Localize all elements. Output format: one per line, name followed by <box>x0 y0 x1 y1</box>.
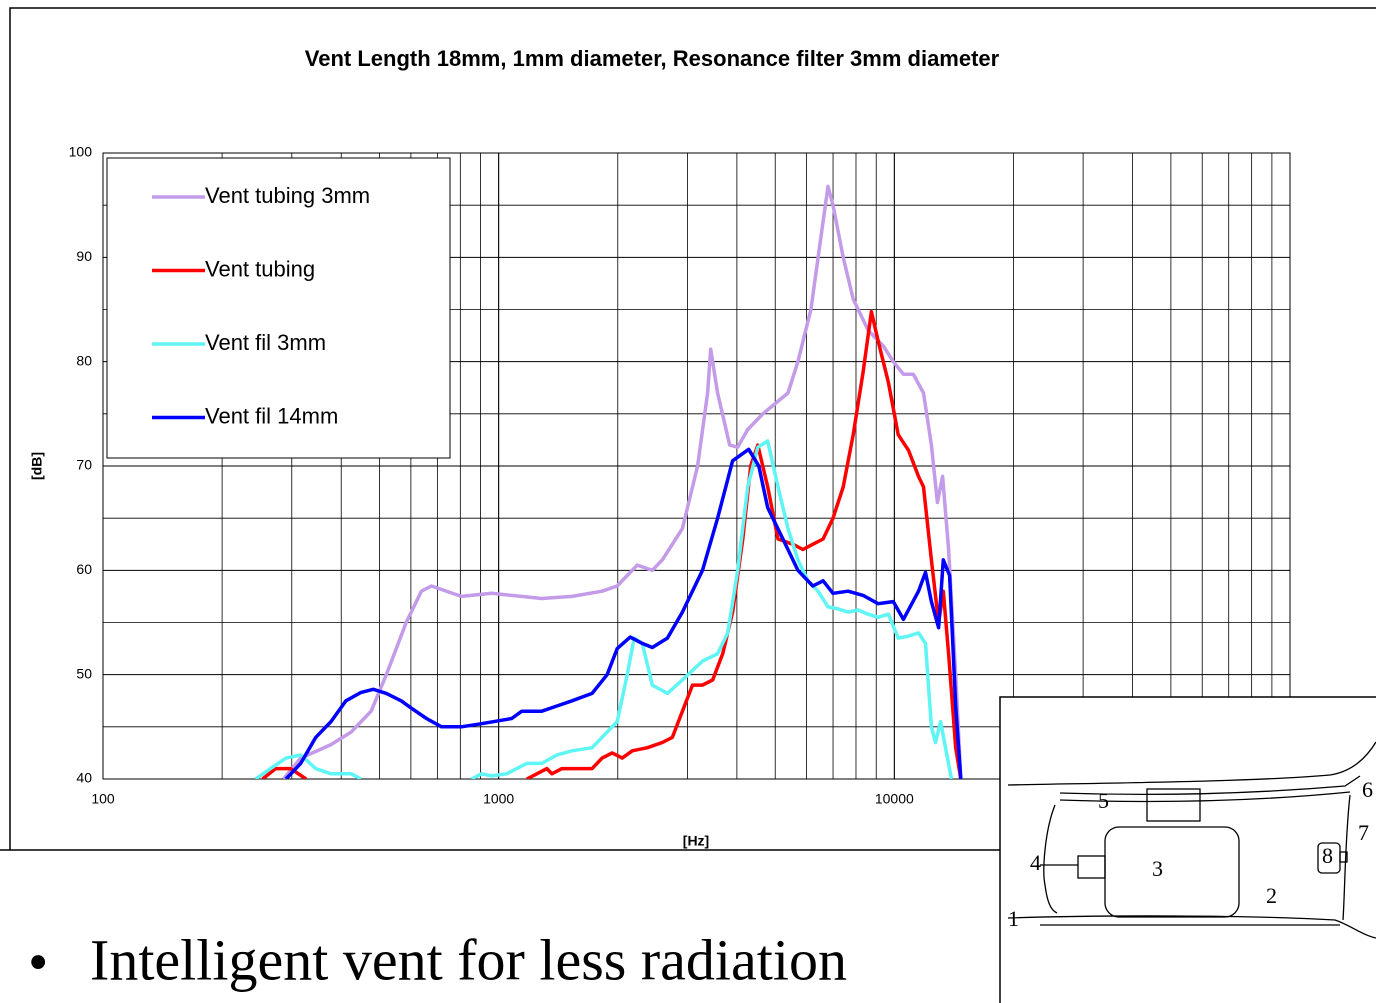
diagram-drawing <box>1007 741 1376 939</box>
bullet-marker: • <box>28 929 48 994</box>
plot-frame <box>102 152 1291 780</box>
diagram-label: 1 <box>1008 906 1019 931</box>
legend-label: Vent tubing 3mm <box>205 183 370 208</box>
diagram-frame <box>999 696 1376 1003</box>
diagram: 1 2 3 4 5 6 7 8 <box>999 696 1376 1003</box>
diagram-label: 7 <box>1358 820 1369 845</box>
legend-box <box>106 157 451 459</box>
legend: Vent tubing 3mm Vent tubing Vent fil 3mm Ve… <box>106 157 451 459</box>
y-tick-label: 90 <box>76 248 92 264</box>
y-tick-label: 70 <box>76 457 92 473</box>
diagram-label: 5 <box>1098 788 1109 813</box>
series-line <box>254 439 954 779</box>
diagram-label: 3 <box>1152 856 1163 881</box>
x-axis-label: [Hz] <box>683 833 709 849</box>
diagram-label: 6 <box>1362 777 1373 802</box>
y-tick-label: 100 <box>69 144 93 160</box>
y-axis-label: [dB] <box>29 452 45 480</box>
y-tick-label: 40 <box>76 770 92 786</box>
diagram-label: 2 <box>1266 883 1277 908</box>
y-tick-label: 80 <box>76 352 92 368</box>
chart-frame <box>0 7 1376 851</box>
series-line <box>284 447 963 779</box>
legend-label: Vent fil 14mm <box>205 403 338 428</box>
x-tick-label: 1000 <box>483 791 514 807</box>
diagram-label: 4 <box>1030 850 1041 875</box>
chart-title: Vent Length 18mm, 1mm diameter, Resonanc… <box>305 46 1000 71</box>
x-tick-label: 10000 <box>875 791 914 807</box>
series-line <box>282 184 963 779</box>
y-tick-label: 60 <box>76 561 92 577</box>
series-line <box>261 309 963 779</box>
diagram-label: 8 <box>1322 843 1333 868</box>
legend-label: Vent fil 3mm <box>205 330 326 355</box>
bullet-text: Intelligent vent for less radiation <box>90 927 847 992</box>
legend-label: Vent tubing <box>205 256 315 281</box>
y-tick-label: 50 <box>76 665 92 681</box>
plot-lines <box>254 184 963 779</box>
x-tick-label: 100 <box>91 791 115 807</box>
